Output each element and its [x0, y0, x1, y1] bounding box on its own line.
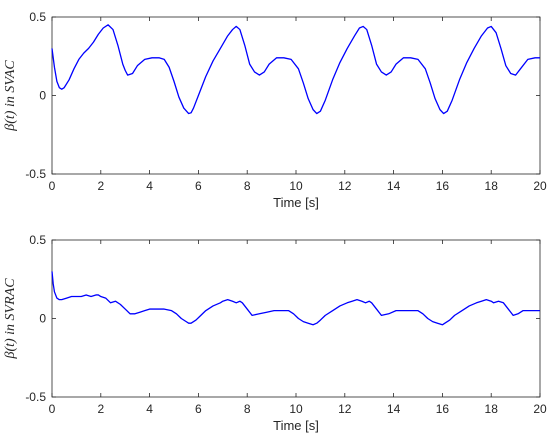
plot1-series-line — [51, 24, 540, 115]
plot1-ytick-label: 0.5 — [29, 10, 46, 24]
plot1-xlabel: Time [s] — [273, 195, 319, 210]
plot1-xtick-label: 18 — [485, 179, 499, 193]
plot1-xtick-label: 4 — [146, 179, 153, 193]
plot2-xtick-label: 4 — [146, 402, 153, 416]
plot2-xtick-label: 14 — [387, 402, 401, 416]
plot1-xtick-label: 14 — [387, 179, 401, 193]
plot2-xlabel: Time [s] — [273, 418, 319, 433]
plot1-axes-box — [51, 16, 541, 175]
plot2-xtick-label: 12 — [338, 402, 352, 416]
plot2-xtick-label: 16 — [436, 402, 450, 416]
plot1-xtick-label: 16 — [436, 179, 450, 193]
plot2-ytick-label: 0 — [39, 312, 46, 326]
plot2-xtick-label: 20 — [533, 402, 547, 416]
plot2-axes-box — [51, 239, 541, 398]
plot1-xtick-label: 0 — [49, 179, 56, 193]
plot1-ylabel: β(t) in SVAC — [3, 60, 18, 132]
plot2-xtick-label: 18 — [485, 402, 499, 416]
plot2-xtick-label: 10 — [289, 402, 303, 416]
plot1-ytick-label: -0.5 — [25, 167, 46, 181]
plot2-ylabel: β(t) in SVRAC — [3, 278, 18, 360]
plot2-ytick-label: -0.5 — [25, 390, 46, 404]
plot1-xtick-label: 20 — [533, 179, 547, 193]
plot1-xtick-label: 8 — [244, 179, 251, 193]
plot1-xtick-label: 10 — [289, 179, 303, 193]
plot1-ytick-label: 0 — [39, 89, 46, 103]
plot2-xtick-label: 6 — [195, 402, 202, 416]
plot2-series-line — [51, 271, 540, 326]
plot1-xtick-label: 6 — [195, 179, 202, 193]
plot2-ytick-label: 0.5 — [29, 233, 46, 247]
plot2-xtick-label: 2 — [97, 402, 104, 416]
plot2-xtick-label: 8 — [244, 402, 251, 416]
plot2-xtick-label: 0 — [49, 402, 56, 416]
plot1-xtick-label: 2 — [97, 179, 104, 193]
plot1-xtick-label: 12 — [338, 179, 352, 193]
